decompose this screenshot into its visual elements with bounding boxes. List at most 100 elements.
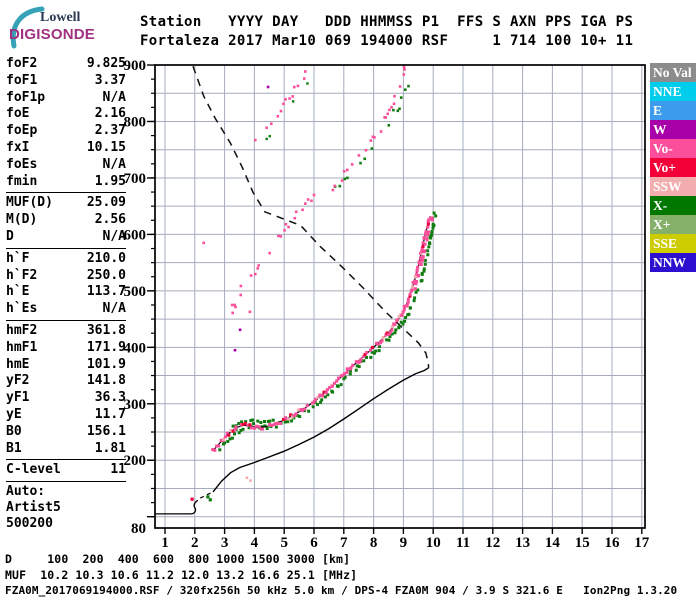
third-hop-echo: [279, 109, 283, 113]
legend-item: X+: [650, 215, 696, 234]
second-hop-echo: [398, 85, 402, 88]
param-value: 25.09: [86, 195, 126, 211]
o-mode-echo: [370, 345, 374, 349]
param-row: h`E 113.7: [6, 284, 126, 301]
o-mode-echo: [412, 281, 416, 285]
param-label: hmF2: [6, 322, 38, 338]
x-mode-echo: [326, 393, 330, 397]
second-hop-echo: [283, 229, 286, 232]
second-hop-echo: [384, 116, 387, 119]
second-hop-echo: [233, 303, 236, 307]
o-mode-echo: [321, 394, 325, 398]
param-value: 250.0: [86, 267, 126, 283]
o-mode-echo: [421, 244, 425, 248]
second-hop-echo: [249, 274, 253, 277]
x-mode-echo: [355, 364, 359, 368]
autoscaling-info-line: Artist5: [6, 500, 61, 516]
o-mode-echo: [345, 370, 349, 374]
x-mode-echo: [323, 395, 327, 399]
o-mode-echo: [282, 417, 286, 421]
profile-e-region: [154, 499, 199, 515]
x-mode-echo: [349, 369, 352, 373]
param-row: fmin 1.95: [6, 174, 126, 191]
x-axis-label: 16: [605, 535, 621, 551]
param-value: 156.1: [86, 423, 126, 439]
stray-echo-dot: [266, 85, 270, 89]
x-mode-echo: [430, 230, 434, 233]
param-label: h`Es: [6, 301, 38, 317]
o-mode-echo: [362, 354, 366, 358]
logo-text-lowell: Lowell: [40, 10, 81, 25]
param-row: foEp 2.37: [6, 123, 126, 140]
o-mode-echo: [411, 285, 415, 289]
second-hop-echo-x: [396, 109, 400, 113]
x-mode-echo: [268, 419, 272, 423]
x-mode-echo: [296, 414, 300, 418]
param-value: N/A: [102, 89, 126, 105]
x-mode-echo: [354, 368, 358, 372]
third-hop-echo: [303, 77, 306, 80]
param-row: h`F 210.0: [6, 251, 126, 268]
o-mode-echo: [365, 351, 369, 355]
second-hop-echo: [254, 272, 257, 276]
x-mode-echo: [271, 418, 275, 422]
x-mode-echo: [434, 214, 438, 218]
x-mode-echo: [251, 418, 255, 422]
y-axis-label: 800: [124, 114, 147, 130]
param-label: foF1p: [6, 89, 46, 105]
o-mode-echo: [276, 422, 280, 426]
param-label: B0: [6, 423, 22, 439]
second-hop-echo: [304, 202, 307, 205]
second-hop-echo: [357, 154, 361, 157]
param-label: foF2: [6, 56, 38, 71]
stray-echo-dot: [230, 303, 234, 307]
param-row: yE 11.7: [6, 407, 126, 424]
profile-valley-dashed: [199, 491, 214, 499]
second-hop-echo: [340, 179, 344, 182]
muf-row: MUF 10.2 10.3 10.6 11.2 12.0 13.2 16.6 2…: [5, 567, 358, 582]
y-axis-label: 500: [124, 284, 147, 300]
param-label: hmF1: [6, 339, 38, 355]
second-hop-echo: [346, 168, 349, 172]
o-mode-echo: [427, 230, 431, 234]
legend-item: Vo+: [650, 158, 696, 177]
x-mode-echo: [263, 424, 267, 428]
o-mode-echo: [421, 255, 425, 259]
x-mode-echo: [233, 432, 236, 436]
param-label: h`F2: [6, 267, 38, 283]
x-mode-echo: [403, 319, 407, 323]
param-row: M(D) 2.56: [6, 212, 126, 229]
param-row: foEs N/A: [6, 157, 126, 174]
second-hop-echo-x: [398, 107, 401, 111]
o-mode-echo: [420, 249, 424, 253]
x-axis-label: 5: [280, 535, 288, 551]
second-hop-echo: [371, 135, 375, 139]
panel-divider: [6, 319, 126, 321]
x-axis-label: 10: [426, 535, 441, 551]
legend-item: SSE: [650, 234, 696, 253]
o-mode-echo: [217, 444, 221, 448]
x-axis-label: 8: [370, 535, 378, 551]
o-mode-echo: [431, 218, 434, 222]
o-mode-echo: [401, 310, 405, 314]
o-mode-echo: [243, 421, 247, 425]
o-mode-echo: [246, 423, 250, 427]
o-mode-echo: [305, 403, 309, 407]
param-row: h`Es N/A: [6, 301, 126, 318]
o-mode-echo: [405, 303, 409, 307]
o-mode-echo: [379, 341, 383, 345]
param-value: 1.81: [94, 440, 126, 456]
second-hop-echo: [268, 251, 271, 255]
x-mode-echo: [393, 331, 397, 335]
third-hop-echo-x: [265, 137, 268, 141]
x-mode-echo: [265, 427, 269, 430]
x-mode-echo: [420, 278, 424, 282]
x-mode-echo: [378, 345, 381, 348]
o-mode-echo: [428, 216, 432, 220]
o-mode-echo: [229, 429, 233, 433]
third-hop-echo: [282, 102, 285, 106]
param-label: hmE: [6, 356, 30, 372]
panel-divider: [6, 481, 126, 483]
y-axis-label: 300: [124, 397, 147, 413]
second-hop-echo: [392, 102, 396, 106]
